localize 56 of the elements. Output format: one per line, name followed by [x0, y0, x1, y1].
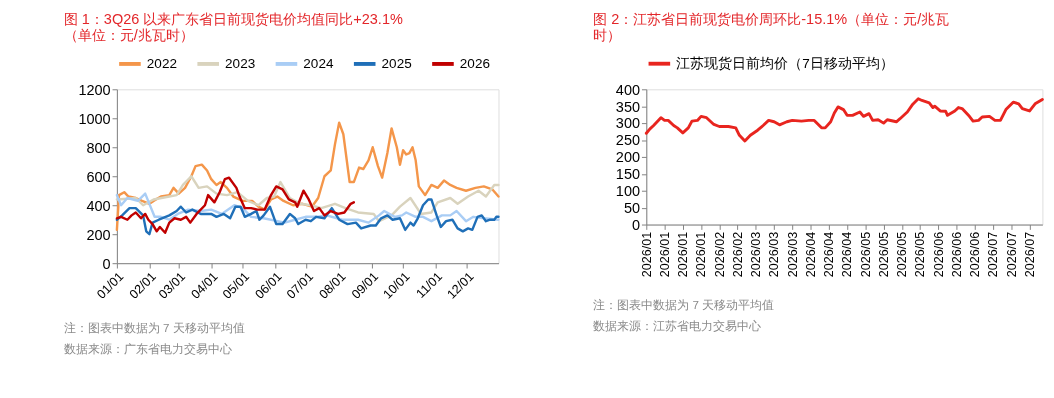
x-tick-label: 2026/05 — [913, 231, 928, 278]
x-tick-label: 2026/03 — [749, 231, 764, 278]
x-tick-label: 2026/01 — [676, 231, 691, 278]
legend-label: 2026 — [459, 55, 490, 71]
y-tick-label: 250 — [615, 132, 641, 149]
x-tick-label: 2026/04 — [840, 231, 855, 278]
y-tick-label: 600 — [86, 168, 111, 185]
line-series — [115, 121, 500, 232]
y-tick-label: 400 — [615, 81, 641, 98]
x-tick-label: 2026/02 — [730, 231, 745, 278]
legend-label: 2025 — [381, 55, 412, 71]
x-tick-label: 2026/04 — [822, 231, 837, 278]
y-tick-label: 100 — [615, 183, 641, 200]
legend-label: 2024 — [303, 55, 334, 71]
x-tick-label: 2026/07 — [986, 231, 1001, 278]
y-tick-label: 350 — [615, 98, 641, 115]
x-tick-label: 2026/07 — [1022, 231, 1037, 278]
chart-title: 图 1：3Q26 以来广东省日前现货电价均值同比+23.1%（单位：元/兆瓦时） — [63, 10, 403, 44]
y-tick-label: 50 — [623, 199, 641, 216]
y-tick-label: 1000 — [78, 110, 111, 127]
y-tick-label: 200 — [86, 226, 111, 243]
line-series — [115, 192, 500, 224]
source-note: 数据来源：广东省电力交易中心 — [63, 342, 232, 356]
x-tick-label: 2026/04 — [803, 231, 818, 278]
line-series — [115, 176, 356, 234]
y-tick-label: 300 — [615, 115, 641, 132]
x-tick-label: 2026/06 — [949, 231, 964, 278]
legend-label: 2022 — [146, 55, 177, 71]
x-tick-label: 2026/01 — [694, 231, 709, 278]
legend-label: 2023 — [225, 55, 256, 71]
x-tick-label: 2026/03 — [767, 231, 782, 278]
x-tick-label: 2026/05 — [858, 231, 873, 278]
line-series — [115, 198, 500, 236]
y-tick-label: 0 — [102, 255, 111, 272]
line-series — [115, 175, 500, 223]
chart-title: 图 2：江苏省日前现货电价周环比-15.1%（单位：元/兆瓦时） — [593, 10, 950, 44]
x-tick-label: 2026/01 — [657, 231, 672, 278]
y-tick-label: 800 — [86, 139, 111, 156]
text: 注：图表中数据为 7 天移动平均值 — [63, 320, 245, 334]
line-series — [644, 97, 1044, 143]
source-note: 数据来源：江苏省电力交易中心 — [593, 318, 762, 332]
y-tick-label: 1200 — [78, 81, 111, 98]
legend-label: 江苏现货日前均价（7日移动平均） — [676, 55, 894, 71]
x-tick-label: 2026/06 — [931, 231, 946, 278]
x-tick-label: 2026/03 — [785, 231, 800, 278]
y-tick-label: 200 — [615, 149, 641, 166]
y-tick-label: 400 — [86, 197, 111, 214]
y-tick-label: 150 — [615, 166, 641, 183]
x-tick-label: 2026/06 — [968, 231, 983, 278]
x-tick-label: 2026/01 — [639, 231, 654, 278]
text: 注：图表中数据为 7 天移动平均值 — [593, 297, 775, 311]
x-tick-label: 2026/02 — [712, 231, 727, 278]
y-tick-label: 0 — [631, 216, 641, 233]
x-tick-label: 2026/07 — [1004, 231, 1019, 278]
x-tick-label: 2026/05 — [895, 231, 910, 278]
x-tick-label: 2026/05 — [876, 231, 891, 278]
